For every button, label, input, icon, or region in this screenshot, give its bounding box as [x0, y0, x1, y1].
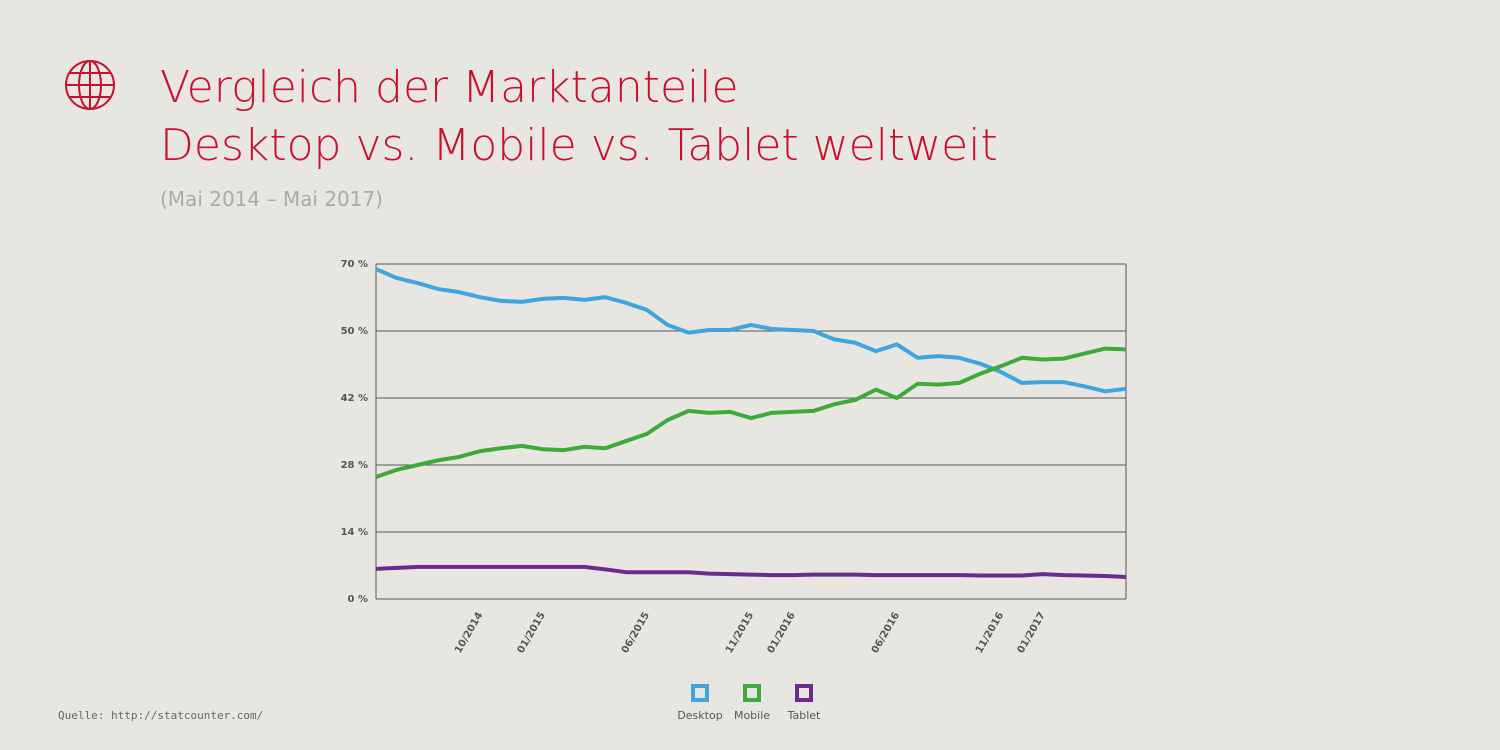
legend-swatch [743, 684, 761, 702]
y-tick-label: 0 % [348, 594, 368, 605]
x-tick-label: 01/2016 [766, 610, 798, 655]
x-tick-label: 01/2017 [1016, 610, 1048, 655]
source: Quelle: http://statcounter.com/ [58, 709, 263, 722]
y-tick-label: 70 % [341, 259, 368, 270]
series-line [375, 267, 1127, 394]
y-tick-label: 14 % [341, 527, 368, 538]
x-tick-label: 06/2016 [870, 610, 902, 655]
title-line: Vergleich der Marktanteile [160, 62, 739, 113]
legend-label: Desktop [677, 709, 722, 722]
y-tick-label: 42 % [341, 393, 368, 404]
globe-icon [65, 60, 115, 110]
x-tick-label: 01/2015 [516, 610, 548, 655]
legend-label: Tablet [787, 709, 821, 722]
x-tick-label: 10/2014 [453, 610, 485, 655]
y-tick-label: 28 % [341, 460, 368, 471]
x-tick-label: 06/2015 [620, 610, 652, 655]
x-tick-label: 11/2015 [724, 610, 756, 655]
x-tick-label: 11/2016 [974, 610, 1006, 655]
title-line: Desktop vs. Mobile vs. Tablet weltweit [160, 120, 998, 171]
series-line [375, 564, 1127, 579]
legend-swatch [795, 684, 813, 702]
y-tick-label: 50 % [341, 326, 368, 337]
subtitle: (Mai 2014 – Mai 2017) [160, 187, 383, 211]
legend-label: Mobile [734, 709, 770, 722]
series-line [375, 346, 1127, 479]
legend-swatch [691, 684, 709, 702]
